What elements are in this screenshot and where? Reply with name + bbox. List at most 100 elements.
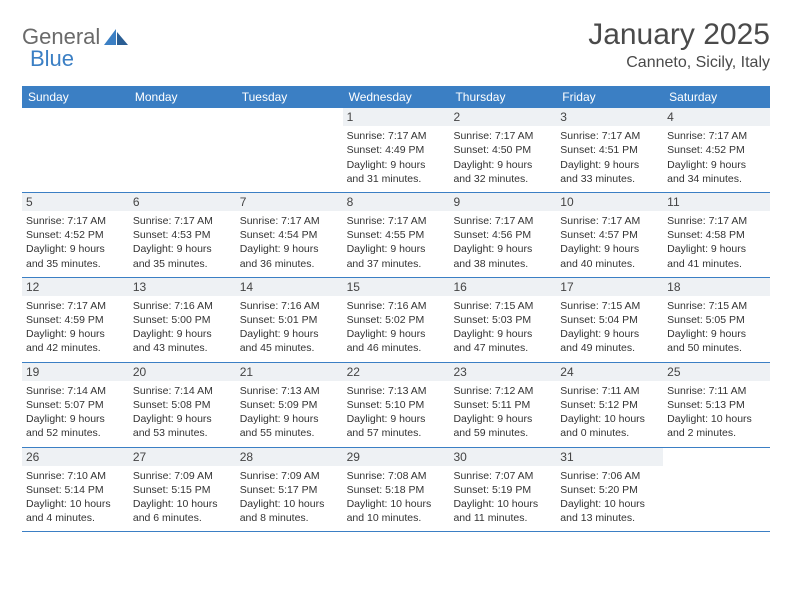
sunrise-text: Sunrise: 7:15 AM <box>667 299 766 313</box>
day-cell: 19Sunrise: 7:14 AMSunset: 5:07 PMDayligh… <box>22 363 129 447</box>
sunrise-text: Sunrise: 7:06 AM <box>560 469 659 483</box>
day-number: 2 <box>449 108 556 126</box>
day-cell <box>236 108 343 192</box>
day-cell: 21Sunrise: 7:13 AMSunset: 5:09 PMDayligh… <box>236 363 343 447</box>
daylight-text: and 11 minutes. <box>453 511 552 525</box>
day-cell: 26Sunrise: 7:10 AMSunset: 5:14 PMDayligh… <box>22 448 129 532</box>
daylight-text: and 10 minutes. <box>347 511 446 525</box>
sunset-text: Sunset: 5:17 PM <box>240 483 339 497</box>
day-number: 26 <box>22 448 129 466</box>
day-cell: 29Sunrise: 7:08 AMSunset: 5:18 PMDayligh… <box>343 448 450 532</box>
daylight-text: and 35 minutes. <box>133 257 232 271</box>
sunset-text: Sunset: 5:10 PM <box>347 398 446 412</box>
day-cell: 30Sunrise: 7:07 AMSunset: 5:19 PMDayligh… <box>449 448 556 532</box>
daylight-text: Daylight: 9 hours <box>560 327 659 341</box>
sunset-text: Sunset: 4:52 PM <box>26 228 125 242</box>
sunset-text: Sunset: 5:14 PM <box>26 483 125 497</box>
daylight-text: Daylight: 9 hours <box>133 412 232 426</box>
daylight-text: and 49 minutes. <box>560 341 659 355</box>
sunset-text: Sunset: 5:07 PM <box>26 398 125 412</box>
sunrise-text: Sunrise: 7:13 AM <box>240 384 339 398</box>
daylight-text: Daylight: 9 hours <box>26 412 125 426</box>
sunrise-text: Sunrise: 7:16 AM <box>240 299 339 313</box>
day-cell: 14Sunrise: 7:16 AMSunset: 5:01 PMDayligh… <box>236 278 343 362</box>
daylight-text: and 50 minutes. <box>667 341 766 355</box>
day-header: Saturday <box>663 86 770 108</box>
sunset-text: Sunset: 5:03 PM <box>453 313 552 327</box>
brand-part2: Blue <box>30 46 74 71</box>
daylight-text: and 59 minutes. <box>453 426 552 440</box>
day-number: 22 <box>343 363 450 381</box>
daylight-text: and 8 minutes. <box>240 511 339 525</box>
daylight-text: Daylight: 10 hours <box>26 497 125 511</box>
sunrise-text: Sunrise: 7:14 AM <box>26 384 125 398</box>
day-cell: 2Sunrise: 7:17 AMSunset: 4:50 PMDaylight… <box>449 108 556 192</box>
daylight-text: and 33 minutes. <box>560 172 659 186</box>
day-cell: 4Sunrise: 7:17 AMSunset: 4:52 PMDaylight… <box>663 108 770 192</box>
sunset-text: Sunset: 5:11 PM <box>453 398 552 412</box>
day-number: 1 <box>343 108 450 126</box>
daylight-text: and 31 minutes. <box>347 172 446 186</box>
day-number: 5 <box>22 193 129 211</box>
sunset-text: Sunset: 4:58 PM <box>667 228 766 242</box>
day-cell: 17Sunrise: 7:15 AMSunset: 5:04 PMDayligh… <box>556 278 663 362</box>
sunset-text: Sunset: 4:54 PM <box>240 228 339 242</box>
daylight-text: and 0 minutes. <box>560 426 659 440</box>
day-number: 11 <box>663 193 770 211</box>
daylight-text: Daylight: 9 hours <box>347 158 446 172</box>
sunset-text: Sunset: 4:52 PM <box>667 143 766 157</box>
day-number: 20 <box>129 363 236 381</box>
sunrise-text: Sunrise: 7:14 AM <box>133 384 232 398</box>
day-cell: 23Sunrise: 7:12 AMSunset: 5:11 PMDayligh… <box>449 363 556 447</box>
day-number: 21 <box>236 363 343 381</box>
day-cell: 10Sunrise: 7:17 AMSunset: 4:57 PMDayligh… <box>556 193 663 277</box>
day-number: 13 <box>129 278 236 296</box>
sunset-text: Sunset: 4:49 PM <box>347 143 446 157</box>
sunset-text: Sunset: 5:02 PM <box>347 313 446 327</box>
day-cell: 13Sunrise: 7:16 AMSunset: 5:00 PMDayligh… <box>129 278 236 362</box>
daylight-text: Daylight: 10 hours <box>560 412 659 426</box>
day-cell: 16Sunrise: 7:15 AMSunset: 5:03 PMDayligh… <box>449 278 556 362</box>
day-cell: 18Sunrise: 7:15 AMSunset: 5:05 PMDayligh… <box>663 278 770 362</box>
day-cell: 7Sunrise: 7:17 AMSunset: 4:54 PMDaylight… <box>236 193 343 277</box>
sunrise-text: Sunrise: 7:17 AM <box>667 129 766 143</box>
day-number: 8 <box>343 193 450 211</box>
day-cell: 22Sunrise: 7:13 AMSunset: 5:10 PMDayligh… <box>343 363 450 447</box>
sunset-text: Sunset: 5:20 PM <box>560 483 659 497</box>
daylight-text: and 55 minutes. <box>240 426 339 440</box>
daylight-text: Daylight: 10 hours <box>560 497 659 511</box>
daylight-text: Daylight: 9 hours <box>240 327 339 341</box>
daylight-text: Daylight: 9 hours <box>560 242 659 256</box>
daylight-text: Daylight: 10 hours <box>453 497 552 511</box>
week-row: 19Sunrise: 7:14 AMSunset: 5:07 PMDayligh… <box>22 363 770 448</box>
daylight-text: Daylight: 10 hours <box>347 497 446 511</box>
day-number: 6 <box>129 193 236 211</box>
daylight-text: Daylight: 9 hours <box>133 327 232 341</box>
sunrise-text: Sunrise: 7:15 AM <box>560 299 659 313</box>
daylight-text: and 6 minutes. <box>133 511 232 525</box>
daylight-text: Daylight: 10 hours <box>133 497 232 511</box>
sunrise-text: Sunrise: 7:17 AM <box>667 214 766 228</box>
day-cell: 6Sunrise: 7:17 AMSunset: 4:53 PMDaylight… <box>129 193 236 277</box>
title-block: January 2025 Canneto, Sicily, Italy <box>588 18 770 72</box>
daylight-text: Daylight: 9 hours <box>26 242 125 256</box>
sunrise-text: Sunrise: 7:09 AM <box>240 469 339 483</box>
daylight-text: Daylight: 9 hours <box>453 327 552 341</box>
sunrise-text: Sunrise: 7:16 AM <box>347 299 446 313</box>
sunrise-text: Sunrise: 7:17 AM <box>453 129 552 143</box>
sunrise-text: Sunrise: 7:17 AM <box>26 214 125 228</box>
day-number: 25 <box>663 363 770 381</box>
sunset-text: Sunset: 5:12 PM <box>560 398 659 412</box>
day-number: 15 <box>343 278 450 296</box>
daylight-text: and 45 minutes. <box>240 341 339 355</box>
day-cell: 9Sunrise: 7:17 AMSunset: 4:56 PMDaylight… <box>449 193 556 277</box>
day-header: Tuesday <box>236 86 343 108</box>
sunrise-text: Sunrise: 7:17 AM <box>560 214 659 228</box>
daylight-text: Daylight: 9 hours <box>240 412 339 426</box>
daylight-text: and 38 minutes. <box>453 257 552 271</box>
day-header-row: SundayMondayTuesdayWednesdayThursdayFrid… <box>22 86 770 108</box>
daylight-text: and 47 minutes. <box>453 341 552 355</box>
day-number: 27 <box>129 448 236 466</box>
sunrise-text: Sunrise: 7:12 AM <box>453 384 552 398</box>
day-cell: 12Sunrise: 7:17 AMSunset: 4:59 PMDayligh… <box>22 278 129 362</box>
